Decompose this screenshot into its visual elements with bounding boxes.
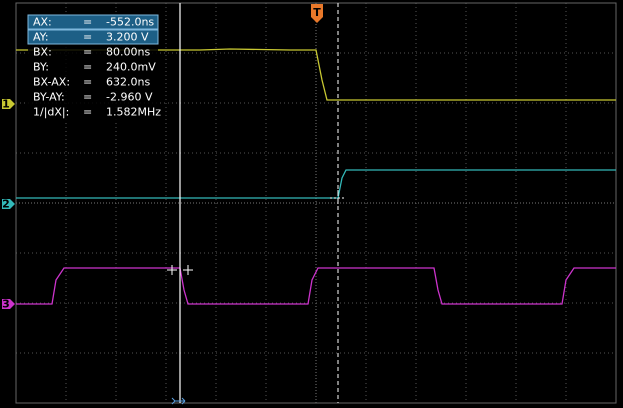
- readout-value: 632.0ns: [106, 76, 150, 89]
- readout-label: BY-AY:: [33, 91, 65, 104]
- channel-label: 3: [2, 298, 10, 311]
- readout-separator: =: [83, 76, 92, 89]
- readout-separator: =: [83, 31, 92, 44]
- readout-label: BX:: [33, 46, 52, 59]
- readout-label: BY:: [33, 61, 49, 74]
- readout-separator: =: [83, 61, 92, 74]
- trigger-marker[interactable]: [311, 4, 323, 23]
- cursor-a-crosshair: [167, 265, 193, 275]
- readout-row-highlight: [27, 14, 159, 30]
- readout-label: BX-AX:: [33, 76, 70, 89]
- readout-row-highlight: [27, 29, 159, 45]
- readout-value: -2.960 V: [106, 91, 153, 104]
- channel-marker[interactable]: [2, 299, 15, 309]
- readout-separator: =: [83, 16, 92, 29]
- channel-label: 1: [2, 98, 10, 111]
- readout-value: 240.0mV: [106, 61, 156, 74]
- readout-value: 80.00ns: [106, 46, 150, 59]
- readout-label: AY:: [33, 31, 49, 44]
- cursor-handle[interactable]: [171, 397, 186, 405]
- channel-marker[interactable]: [2, 199, 15, 209]
- readout-separator: =: [83, 106, 92, 119]
- channel-1-trace: [16, 48, 616, 101]
- channel-label: 2: [2, 198, 10, 211]
- readout-label: 1/|dX|:: [33, 106, 69, 119]
- overlay: AX: = -552.0ns AY: = 3.200 V BX: = 80.00ns BY: = 24…: [2, 4, 323, 311]
- graticule-border: [15, 2, 617, 404]
- channel-marker[interactable]: [2, 99, 15, 109]
- readout-label: AX:: [33, 16, 52, 29]
- readout-value: 3.200 V: [106, 31, 149, 44]
- readout-value: -552.0ns: [106, 16, 154, 29]
- channel-3-trace: [16, 267, 616, 305]
- graticule: [16, 3, 616, 403]
- readout-separator: =: [83, 46, 92, 59]
- cursor-b-crosshair: [330, 190, 346, 206]
- readout-separator: =: [83, 91, 92, 104]
- readout-value: 1.582MHz: [106, 106, 161, 119]
- channel-2-trace: [16, 169, 616, 199]
- trigger-label: T: [313, 6, 321, 19]
